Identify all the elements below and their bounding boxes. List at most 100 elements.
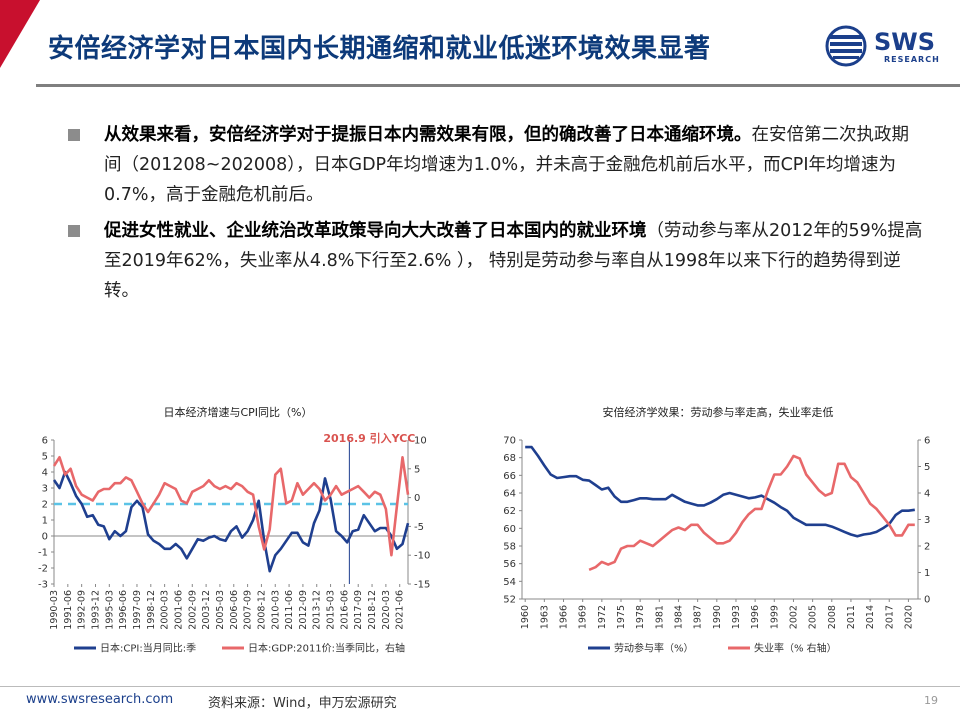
y-tick-label-right: -15 [414,580,430,591]
y-tick-label-left: 2 [42,500,48,511]
bullet-1-text: 在安倍第二次执政期间（201208~202008），日本GDP年均增速为1.0%… [104,125,909,205]
x-tick-label: 2017-09 [353,590,364,630]
x-tick-label: 2014 [865,605,876,629]
page-title: 安倍经济学对日本国内长期通缩和就业低迷环境效果显著 [48,34,711,64]
sws-logo: SWS RESEARCH [824,24,940,72]
bullet-square-icon [68,129,80,141]
x-tick-label: 1993 [731,605,742,629]
x-tick-label: 2020-03 [381,590,392,630]
x-tick-label: 2002 [788,605,799,629]
y-tick-label-left: -3 [38,580,48,591]
x-tick-label: 1987 [693,605,704,629]
legend-label: 日本:GDP:2011价:当季同比，右轴 [248,642,405,655]
x-tick-label: 2003-12 [201,590,212,630]
logo-subtext: RESEARCH [884,55,940,64]
x-tick-label: 2011 [846,605,857,629]
legend-label: 日本:CPI:当月同比:季 [100,642,196,655]
x-tick-label: 1990-03 [49,590,60,630]
sws-logo-icon [825,25,867,67]
series-line-salmon [52,455,410,557]
y-tick-label-right: -5 [414,522,424,533]
y-tick-label-left: 5 [42,452,48,463]
y-tick-label-left: 62 [503,506,516,517]
x-tick-label: 2008-12 [256,590,267,630]
y-tick-label-right: 1 [924,568,930,579]
bullet-list: 从效果来看，安倍经济学对于提振日本内需效果有限，但的确改善了日本通缩环境。在安倍… [66,120,926,306]
y-tick-label-right: 10 [414,436,427,447]
x-tick-label: 2002-09 [187,590,198,630]
bullet-1-bold: 从效果来看，安倍经济学对于提振日本内需效果有限，但的确改善了日本通缩环境。 [104,125,752,145]
x-tick-label: 2008 [827,605,838,629]
x-tick-label: 2017 [884,605,895,629]
x-tick-label: 2018-12 [367,590,378,630]
x-tick-label: 2000-03 [160,590,171,630]
x-tick-label: 1991-06 [63,590,74,630]
x-tick-label: 1999 [769,605,780,629]
title-divider [36,84,960,87]
x-tick-label: 1966 [559,605,570,629]
chart-1-title: 日本经济增速与CPI同比（%） [163,406,313,419]
y-tick-label-left: 6 [42,436,48,447]
y-tick-label-left: 66 [503,471,516,482]
x-tick-label: 2007-09 [243,590,254,630]
y-tick-label-right: 0 [924,595,930,606]
ycc-annotation: 2016.9 引入YCC [323,431,415,445]
legend-label: 失业率（% 右轴） [754,642,837,655]
x-tick-label: 1978 [635,605,646,629]
y-tick-label-left: 64 [503,489,516,500]
logo-wordmark: SWS [874,28,936,56]
x-tick-label: 1984 [673,605,684,629]
footer-url-link[interactable]: www.swsresearch.com [26,692,174,707]
x-tick-label: 1996 [750,605,761,629]
chart-gdp-cpi: 日本经济增速与CPI同比（%） -3 -2 -1 0 1 2 3 4 5 6 -15 -10 -5 0 5 1… [18,400,458,670]
y-tick-label-left: -2 [38,564,48,575]
x-tick-label: 2010-03 [270,590,281,630]
y-tick-label-right: 2 [924,542,930,553]
x-tick-label: 1996-06 [118,590,129,630]
y-tick-label-left: 68 [503,453,516,464]
y-tick-label-left: 3 [42,484,48,495]
y-tick-label-left: 4 [42,468,48,479]
x-tick-label: 1972 [597,605,608,629]
x-tick-label: 2011-06 [284,590,295,630]
y-tick-label-right: 0 [414,493,420,504]
x-tick-label: 1975 [616,605,627,629]
x-tick-label: 1960 [520,605,531,629]
y-tick-label-left: 70 [503,436,516,447]
x-tick-label: 1992-09 [77,590,88,630]
x-tick-label: 2015-03 [326,590,337,630]
bullet-item-1: 从效果来看，安倍经济学对于提振日本内需效果有限，但的确改善了日本通缩环境。在安倍… [66,120,926,210]
y-tick-label-left: 54 [503,577,516,588]
x-tick-label: 2006-06 [229,590,240,630]
x-tick-label: 2021-06 [395,590,406,630]
series-line-navy [525,445,915,538]
bullet-square-icon [68,225,80,237]
bullet-2-bold: 促进女性就业、企业统治改革政策导向大大改善了日本国内的就业环境 [104,221,647,241]
x-tick-label: 2020 [903,605,914,629]
x-tick-label: 2016-06 [339,590,350,630]
corner-accent [0,0,40,68]
bullet-item-2: 促进女性就业、企业统治改革政策导向大大改善了日本国内的就业环境（劳动参与率从20… [66,216,926,306]
y-tick-label-left: 56 [503,559,516,570]
x-tick-label: 2005-03 [215,590,226,630]
y-tick-label-right: 5 [924,462,930,473]
y-tick-label-right: 3 [924,515,930,526]
y-tick-label-left: -1 [38,548,48,559]
chart-2-title: 安倍经济学效果：劳动参与率走高，失业率走低 [602,406,834,419]
x-tick-label: 2001-06 [173,590,184,630]
series-line-navy [52,470,410,573]
page-number: 19 [924,694,938,707]
footer-divider [0,686,960,687]
x-tick-label: 2013-12 [312,590,323,630]
footer-source: 资料来源：Wind，申万宏源研究 [208,696,397,711]
x-tick-label: 1969 [578,605,589,629]
y-tick-label-left: 58 [503,542,516,553]
bullet-2-text: （劳动参与率从2012年的59%提高至2019年62%，失业率从4.8%下行至2… [104,221,923,301]
chart-labor: 安倍经济学效果：劳动参与率走高，失业率走低 52 54 56 58 60 62 64 66 68… [488,400,948,670]
y-tick-label-left: 60 [503,524,516,535]
x-tick-label: 2012-09 [298,590,309,630]
series-line-salmon [588,454,915,572]
y-tick-label-right: 4 [924,489,930,500]
